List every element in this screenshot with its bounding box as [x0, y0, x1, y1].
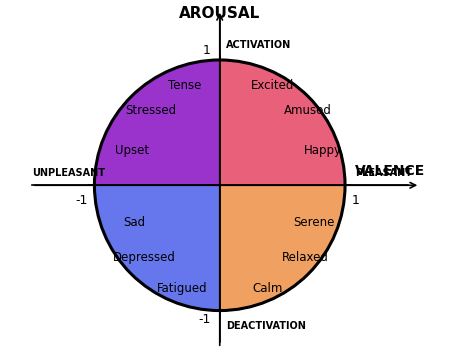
Text: ACTIVATION: ACTIVATION [226, 40, 290, 50]
Text: Calm: Calm [252, 281, 282, 295]
Text: Excited: Excited [250, 78, 294, 92]
Wedge shape [94, 60, 219, 185]
Text: Tense: Tense [168, 78, 201, 92]
Text: Serene: Serene [292, 216, 334, 229]
Text: Stressed: Stressed [125, 103, 176, 117]
Text: Amused: Amused [283, 103, 331, 117]
Text: -1: -1 [76, 194, 88, 207]
Text: Fatigued: Fatigued [156, 281, 207, 295]
Text: Happy: Happy [303, 144, 341, 157]
Text: Relaxed: Relaxed [281, 251, 327, 265]
Text: Sad: Sad [123, 216, 145, 229]
Text: -1: -1 [198, 313, 211, 326]
Text: 1: 1 [350, 194, 359, 207]
Text: UNPLEASANT: UNPLEASANT [32, 168, 105, 178]
Text: 1: 1 [202, 44, 211, 57]
Text: Depressed: Depressed [113, 251, 175, 265]
Text: DEACTIVATION: DEACTIVATION [226, 321, 305, 330]
Text: PLEASANT: PLEASANT [354, 168, 411, 178]
Wedge shape [219, 60, 344, 185]
Wedge shape [94, 185, 219, 310]
Text: AROUSAL: AROUSAL [179, 6, 260, 21]
Text: VALENCE: VALENCE [354, 164, 424, 178]
Wedge shape [219, 185, 344, 310]
Text: Upset: Upset [115, 144, 149, 157]
